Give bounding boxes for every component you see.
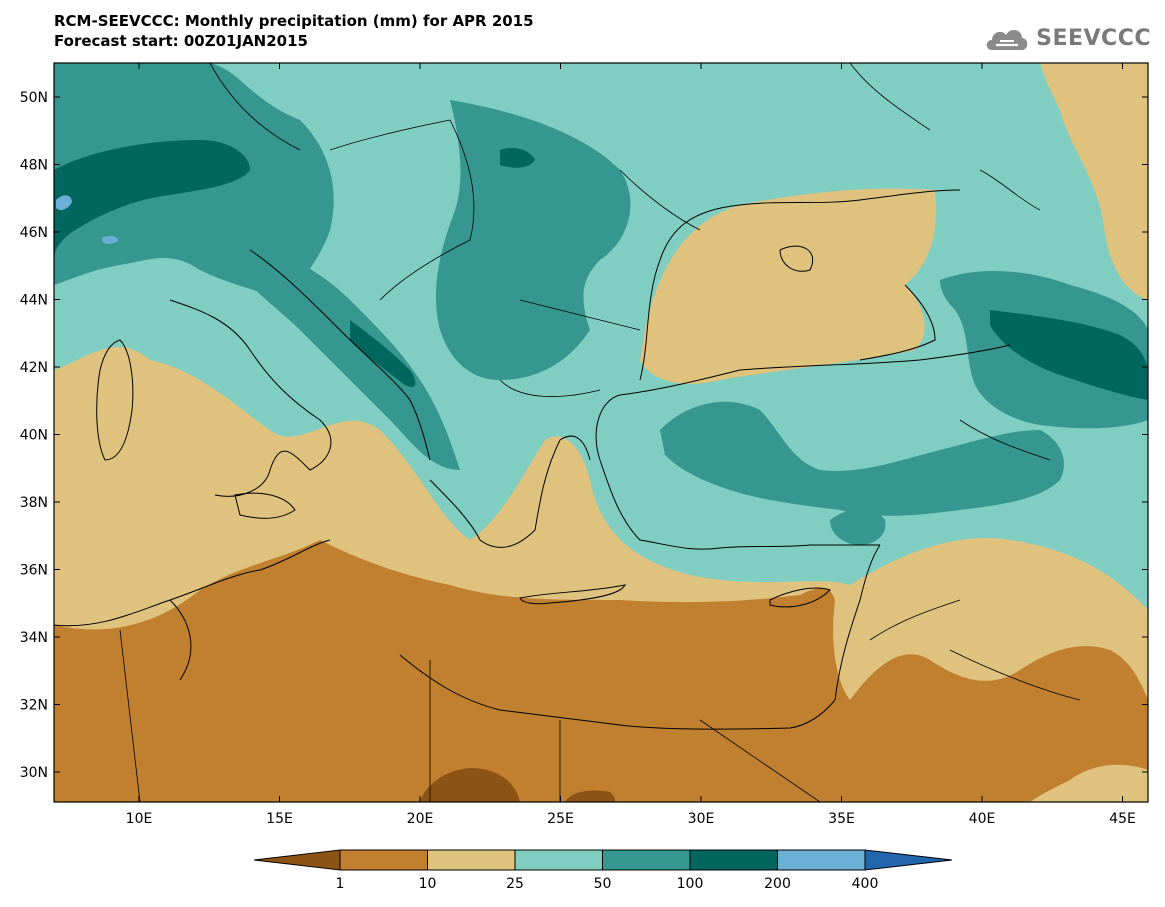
field-100-200-georgia: [990, 310, 1148, 400]
forecast-start-label: Forecast start: 00Z01JAN2015: [54, 32, 308, 50]
field-50-100-anatolia: [660, 401, 1064, 516]
lat-tick-label: 44N: [20, 293, 48, 309]
lon-tick-label: 35E: [828, 811, 855, 827]
colorbar-label: 400: [852, 876, 879, 892]
map-title: RCM-SEEVCCC: Monthly precipitation (mm) …: [54, 12, 534, 30]
colorbar-label: 100: [677, 876, 704, 892]
colorbar-lower-arrow: [253, 849, 341, 871]
field-50-100-levant: [830, 508, 886, 545]
lat-tick-label: 50N: [20, 90, 48, 106]
lon-tick-label: 40E: [969, 811, 996, 827]
coastline-greece: [429, 435, 591, 548]
colorbar-segment: [602, 849, 691, 871]
coastline-sardinia: [96, 339, 134, 461]
precipitation-field: [54, 63, 1148, 802]
field-200-400-alps: [102, 235, 118, 244]
lon-tick-label: 20E: [407, 811, 434, 827]
lat-tick-label: 42N: [20, 360, 48, 376]
coastline-north-africa: [54, 539, 836, 730]
colorbar-segment: [427, 849, 516, 871]
field-lt1-libya: [420, 768, 520, 802]
coastline-sicily: [234, 492, 296, 519]
longitude-axis: 10E 15E 20E 25E 30E 35E 40E 45E: [126, 63, 1136, 827]
coastline-blacksea: [639, 189, 961, 381]
coastline-levant: [834, 544, 881, 701]
lon-tick-label: 25E: [547, 811, 574, 827]
coastline-crete: [519, 584, 626, 605]
colorbar-segment: [514, 849, 603, 871]
field-1-10: [54, 540, 1148, 802]
colorbar-label: 1: [336, 876, 345, 892]
coastline-adriatic-east: [249, 249, 431, 461]
lat-tick-label: 36N: [20, 563, 48, 579]
colorbar-segment: [777, 849, 866, 871]
field-50-100-dinaric: [240, 240, 460, 470]
lat-tick-label: 40N: [20, 428, 48, 444]
field-200-400-west: [56, 195, 72, 210]
lat-tick-label: 46N: [20, 225, 48, 241]
lon-tick-label: 10E: [126, 811, 153, 827]
lat-tick-label: 34N: [20, 630, 48, 646]
colorbar-label: 25: [506, 876, 524, 892]
colorbar-label: 200: [764, 876, 791, 892]
colorbar: 1 10 25 50 100 200 400: [253, 849, 953, 892]
field-10-25-ne: [1040, 63, 1148, 300]
lat-tick-label: 38N: [20, 495, 48, 511]
coastline-cyprus: [769, 587, 831, 608]
coastline-anatolia: [595, 344, 1011, 550]
field-100-200-adriatic: [350, 320, 416, 387]
latitude-axis: 50N 48N 46N 44N 42N 40N 38N 36N 34N 32N 30N: [20, 90, 1148, 781]
logo-text: SEEVCCC: [1036, 25, 1151, 51]
coastline-italy: [169, 299, 332, 497]
seevccc-logo: SEEVCCC: [984, 22, 1151, 54]
field-100-200-alps: [54, 140, 250, 260]
coastlines-borders: [54, 63, 1081, 802]
colorbar-label: 50: [594, 876, 612, 892]
lat-tick-label: 32N: [20, 698, 48, 714]
colorbar-label: 10: [419, 876, 437, 892]
lon-tick-label: 45E: [1109, 811, 1136, 827]
colorbar-segment: [689, 849, 778, 871]
colorbar-upper-arrow: [864, 849, 953, 871]
colorbar-segment: [339, 849, 428, 871]
cloud-icon: [986, 29, 1028, 50]
lat-tick-label: 48N: [20, 158, 48, 174]
field-50-100-carpathian: [435, 100, 631, 380]
country-borders: [119, 63, 1081, 802]
map-frame: [53, 62, 1149, 803]
field-100-200-carpathian: [500, 148, 535, 168]
lat-tick-label: 30N: [20, 765, 48, 781]
lon-tick-label: 15E: [266, 811, 293, 827]
field-lt1-egypt: [565, 790, 615, 802]
lon-tick-label: 30E: [688, 811, 715, 827]
field-10-25-blacksea: [640, 188, 937, 384]
